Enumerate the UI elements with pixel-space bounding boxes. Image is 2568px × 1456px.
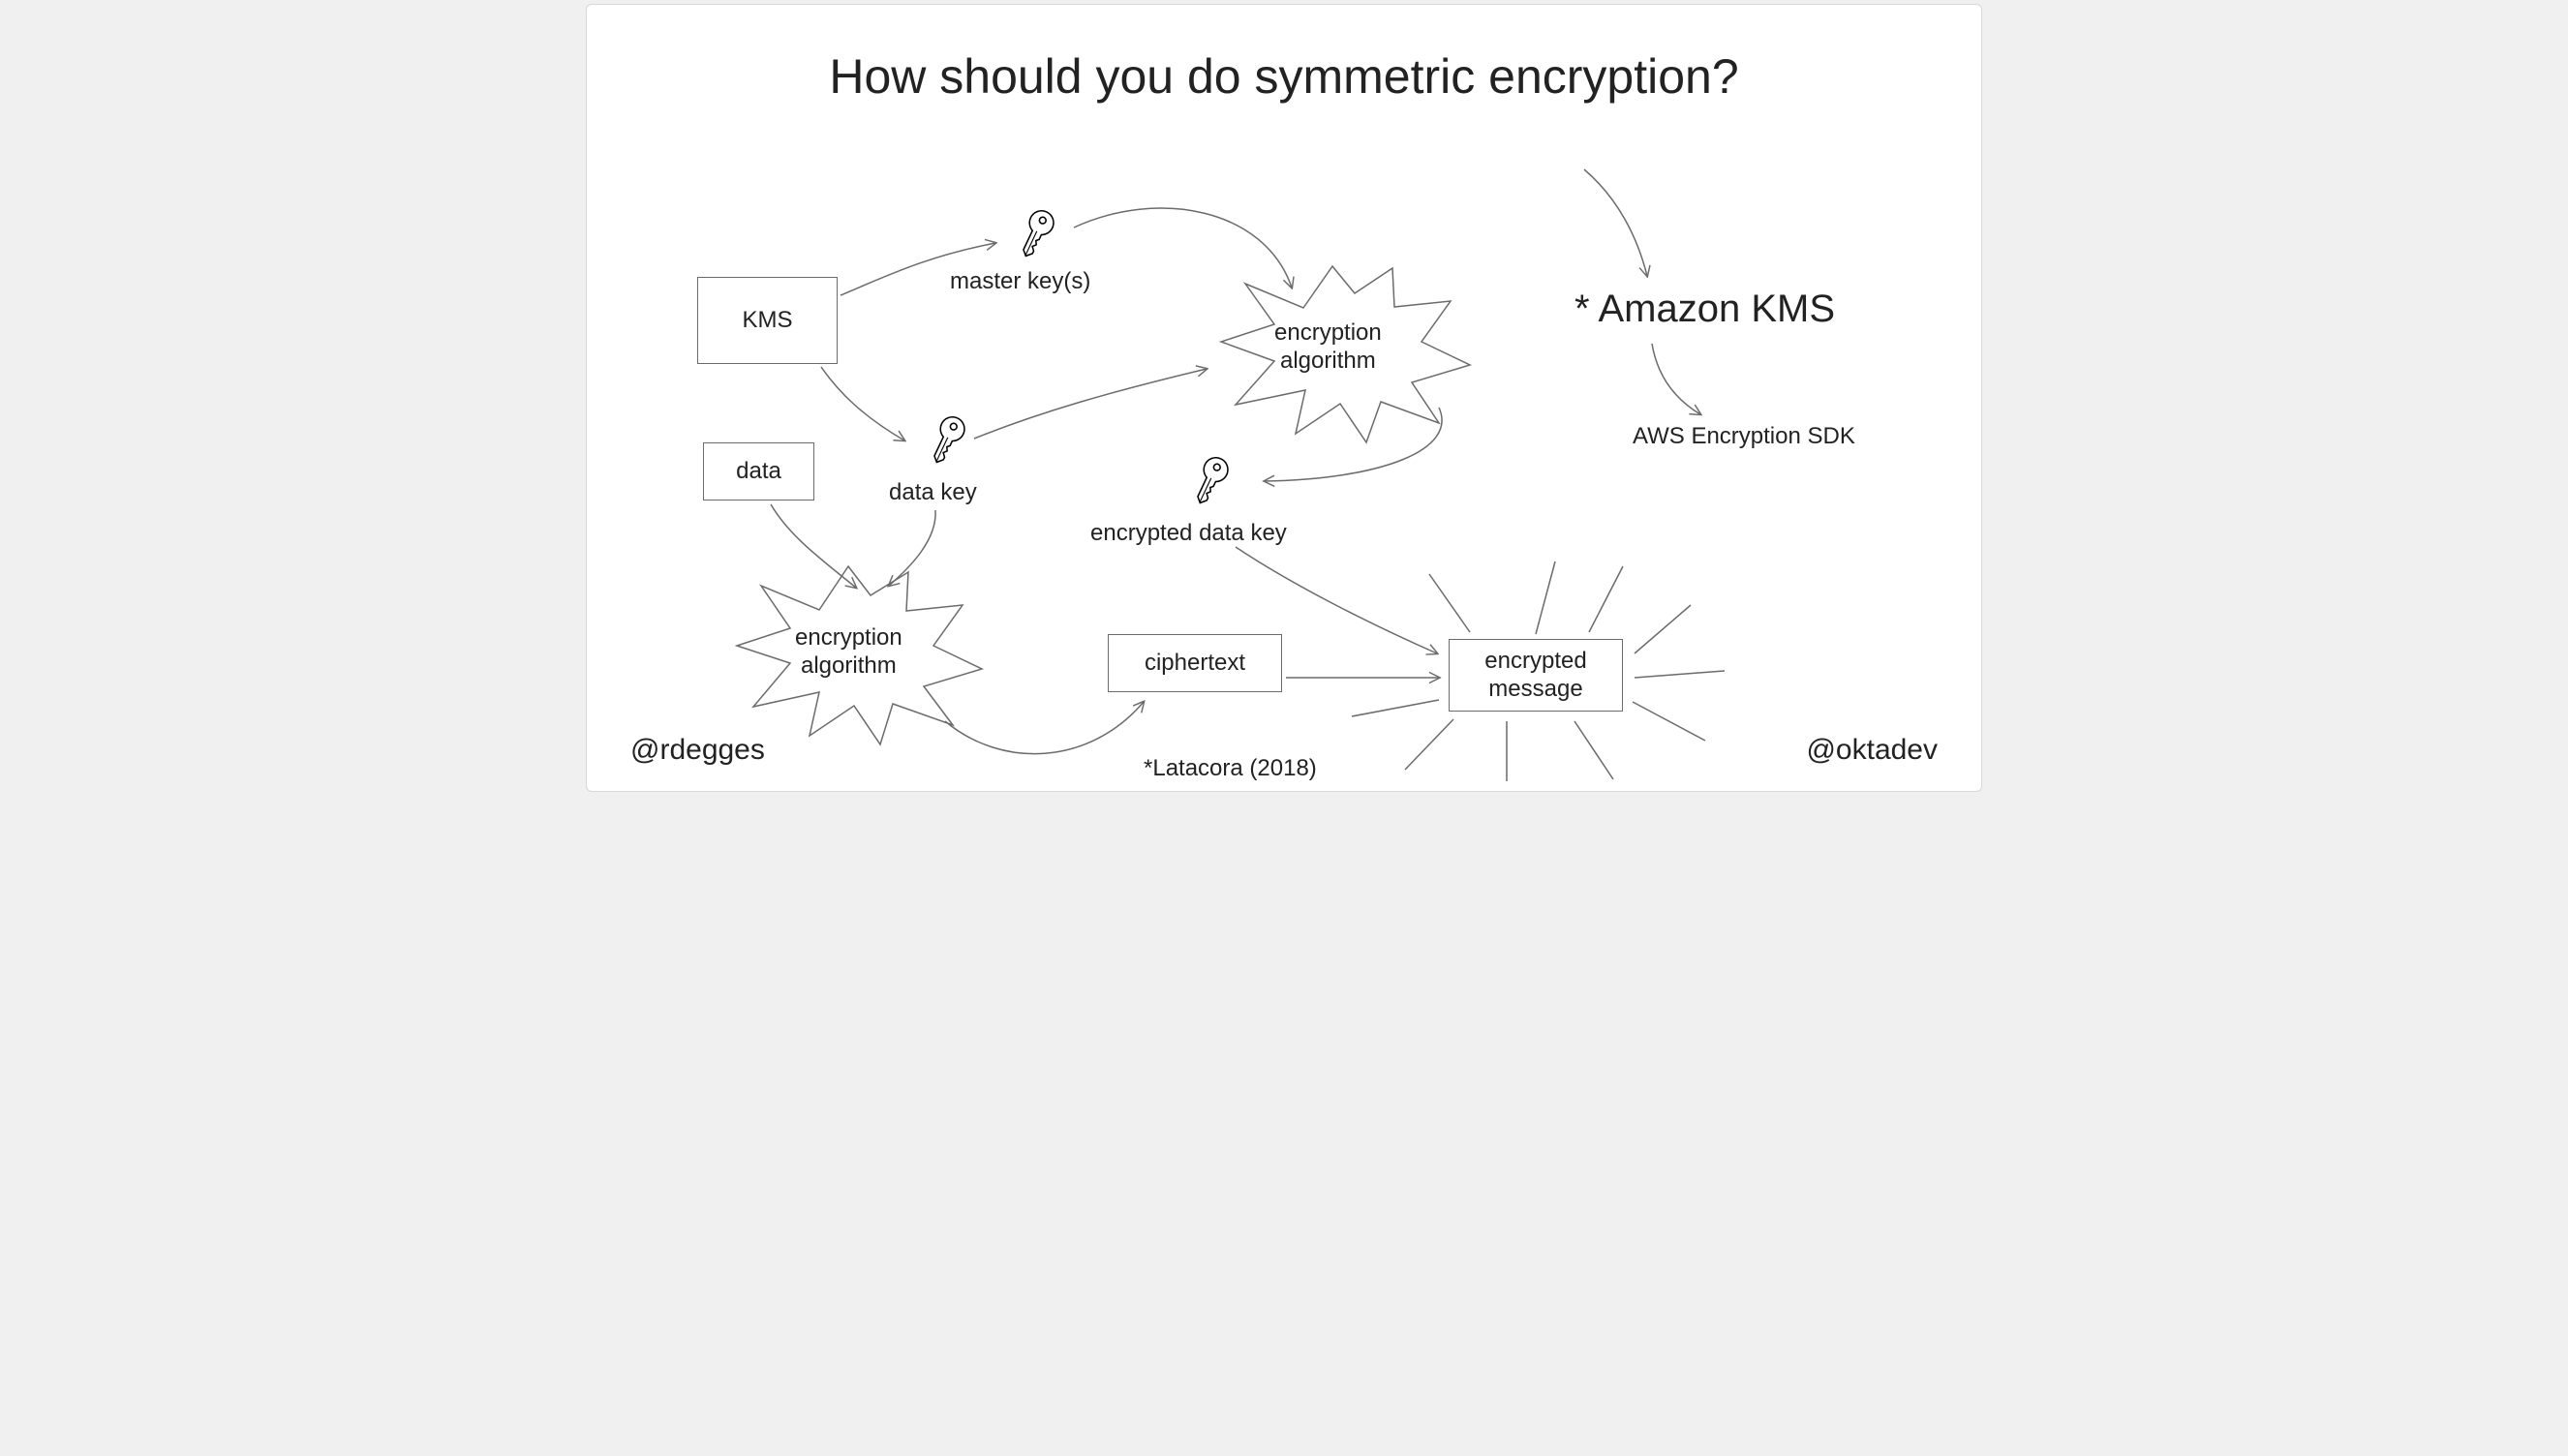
key-icon: 🔑︎ bbox=[1008, 206, 1067, 259]
kms-label: KMS bbox=[742, 307, 792, 334]
key-icon: 🔑︎ bbox=[1182, 453, 1241, 506]
encryption-algorithm-lower-label: encryption algorithm bbox=[795, 624, 902, 681]
key-icon: 🔑︎ bbox=[919, 412, 978, 466]
ciphertext-label: ciphertext bbox=[1145, 650, 1245, 677]
data-label: data bbox=[736, 458, 781, 485]
amazon-kms-label: * Amazon KMS bbox=[1574, 288, 1835, 331]
encryption-algorithm-upper-label: encryption algorithm bbox=[1274, 319, 1382, 376]
data-box: data bbox=[703, 442, 814, 500]
aws-sdk-label: AWS Encryption SDK bbox=[1633, 423, 1855, 450]
encrypted-message-label: encrypted message bbox=[1484, 648, 1586, 704]
footnote-label: *Latacora (2018) bbox=[1144, 755, 1317, 782]
master-key-label: master key(s) bbox=[950, 268, 1090, 295]
handle-left: @rdegges bbox=[630, 734, 765, 767]
ciphertext-box: ciphertext bbox=[1108, 634, 1282, 692]
slide: How should you do symmetric encryption? … bbox=[586, 4, 1982, 792]
encrypted-message-box: encrypted message bbox=[1449, 639, 1623, 712]
data-key-label: data key bbox=[889, 479, 977, 506]
slide-title: How should you do symmetric encryption? bbox=[587, 48, 1981, 105]
encrypted-data-key-label: encrypted data key bbox=[1090, 520, 1287, 547]
kms-box: KMS bbox=[697, 277, 838, 364]
handle-right: @oktadev bbox=[1806, 734, 1938, 767]
